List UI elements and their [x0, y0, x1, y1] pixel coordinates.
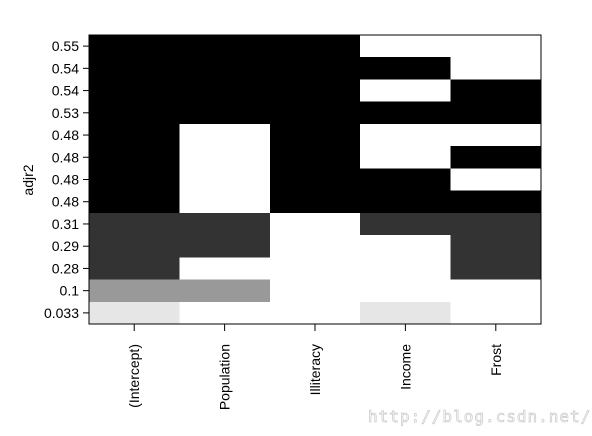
heatmap-cell	[360, 35, 452, 58]
heatmap-cell	[179, 123, 271, 147]
heatmap-cell	[179, 168, 271, 192]
heatmap-cell	[269, 168, 361, 192]
heatmap-cell	[360, 168, 452, 192]
heatmap-cell	[179, 301, 271, 325]
y-tick-label: 0.54	[52, 83, 79, 99]
y-tick-label: 0.48	[52, 172, 79, 188]
heatmap-cell	[179, 101, 271, 125]
y-tick-label: 0.033	[44, 305, 79, 321]
heatmap-cell	[450, 168, 542, 192]
heatmap-cell	[450, 279, 542, 303]
heatmap-cell	[269, 123, 361, 147]
x-tick-label: (Intercept)	[126, 344, 142, 408]
heatmap-cell	[269, 301, 361, 325]
heatmap-cell	[89, 101, 180, 125]
heatmap-cell	[360, 123, 452, 147]
x-tick-label: Frost	[488, 344, 504, 376]
y-tick-label: 0.54	[52, 60, 79, 76]
heatmap-cell	[179, 235, 271, 258]
heatmap-cell	[179, 279, 271, 303]
heatmap-cell	[450, 123, 542, 147]
heatmap-cell	[450, 235, 542, 258]
heatmap-cell	[179, 212, 271, 236]
heatmap-cell	[269, 235, 361, 258]
heatmap-cell	[179, 79, 271, 103]
heatmap-cell	[89, 168, 180, 192]
heatmap-cell	[89, 301, 180, 325]
y-axis-label: adjr2	[20, 164, 36, 195]
heatmap-cell	[450, 79, 542, 103]
heatmap-cell	[89, 212, 180, 236]
heatmap-cell	[269, 190, 361, 214]
heatmap-cell	[89, 279, 180, 303]
y-tick-label: 0.29	[52, 238, 79, 254]
heatmap-cell	[450, 257, 542, 281]
x-tick-label: Population	[217, 344, 233, 410]
heatmap-cell	[269, 279, 361, 303]
heatmap-cell	[269, 35, 361, 58]
heatmap-cell	[360, 279, 452, 303]
heatmap-cell	[269, 57, 361, 81]
heatmap-cell	[89, 146, 180, 169]
watermark: http://blog.csdn.net/	[368, 407, 591, 426]
x-tick-label: Income	[397, 344, 413, 390]
heatmap-cells	[89, 35, 542, 325]
y-tick-label: 0.55	[52, 38, 79, 54]
heatmap-cell	[269, 146, 361, 169]
heatmap-cell	[360, 146, 452, 169]
y-tick-label: 0.48	[52, 127, 79, 143]
heatmap-cell	[450, 57, 542, 81]
x-axis: (Intercept) Population Illiteracy Income Fro…	[126, 324, 504, 410]
heatmap-cell	[179, 257, 271, 281]
y-tick-label: 0.48	[52, 194, 79, 210]
heatmap-cell	[89, 235, 180, 258]
x-tick-label: Illiteracy	[307, 344, 323, 395]
heatmap-cell	[179, 35, 271, 58]
heatmap-cell	[360, 212, 452, 236]
heatmap-cell	[450, 190, 542, 214]
y-tick-label: 0.31	[52, 216, 79, 232]
y-tick-label: 0.53	[52, 105, 79, 121]
heatmap-cell	[450, 212, 542, 236]
y-tick-label: 0.1	[60, 283, 80, 299]
heatmap-cell	[360, 301, 452, 325]
heatmap-cell	[89, 190, 180, 214]
heatmap-cell	[269, 101, 361, 125]
heatmap-cell	[450, 35, 542, 58]
heatmap-cell	[179, 57, 271, 81]
y-tick-label: 0.48	[52, 149, 79, 165]
heatmap-cell	[360, 235, 452, 258]
heatmap-cell	[269, 212, 361, 236]
heatmap-cell	[360, 257, 452, 281]
heatmap-cell	[89, 257, 180, 281]
heatmap-cell	[269, 79, 361, 103]
heatmap-cell	[450, 301, 542, 325]
heatmap-cell	[360, 57, 452, 81]
heatmap-cell	[89, 35, 180, 58]
heatmap-cell	[89, 57, 180, 81]
heatmap-cell	[450, 146, 542, 169]
heatmap-cell	[360, 101, 452, 125]
y-tick-label: 0.28	[52, 260, 79, 276]
heatmap-cell	[89, 79, 180, 103]
heatmap-cell	[360, 79, 452, 103]
heatmap-cell	[360, 190, 452, 214]
heatmap-cell	[179, 190, 271, 214]
heatmap-cell	[89, 123, 180, 147]
heatmap-cell	[450, 101, 542, 125]
heatmap-cell	[179, 146, 271, 169]
heatmap-cell	[269, 257, 361, 281]
y-axis: 0.55 0.54 0.54 0.53 0.48 0.48 0.48 0.48 0.31 0.29…	[44, 38, 89, 321]
